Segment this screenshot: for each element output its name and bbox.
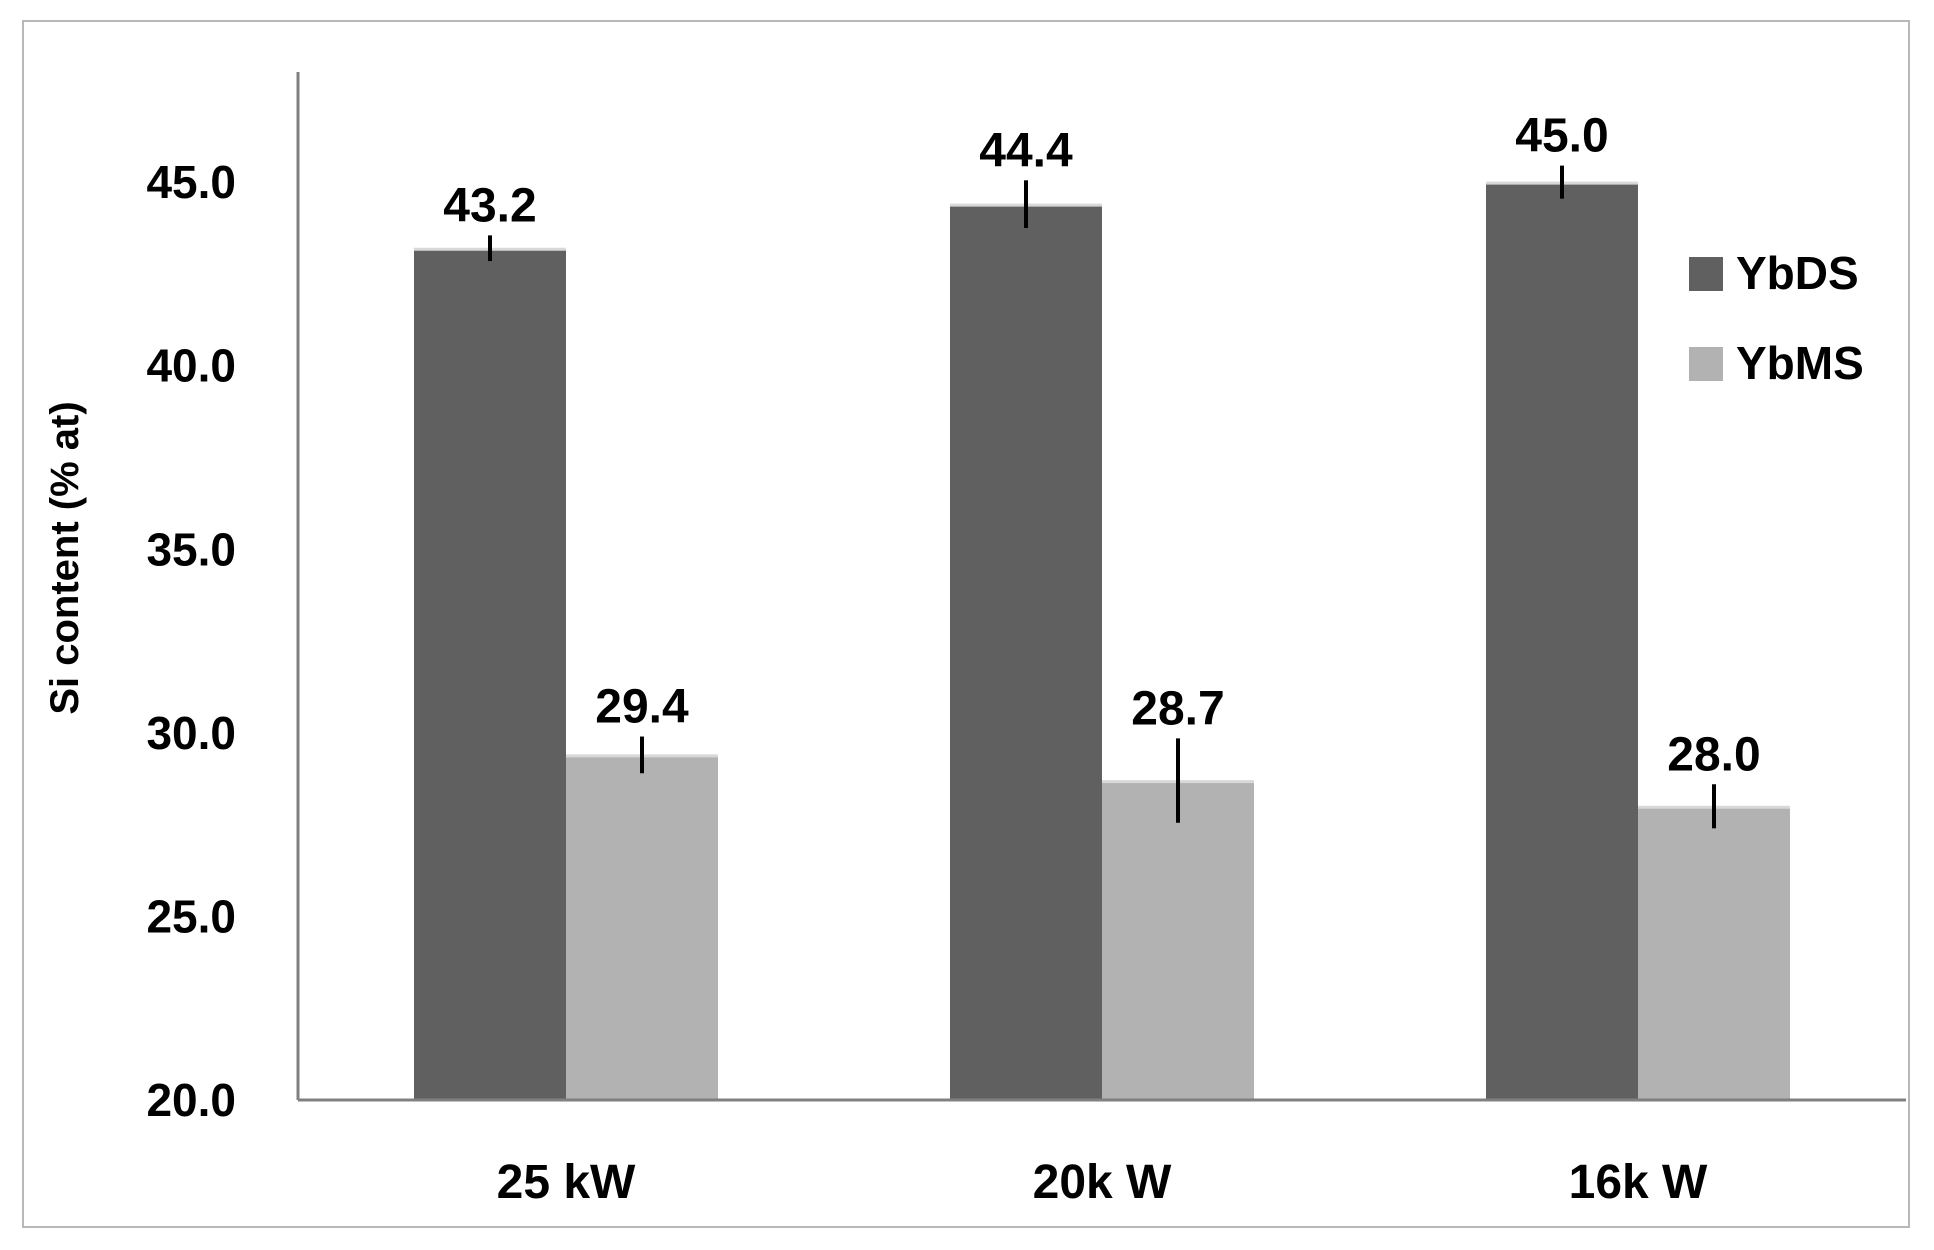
legend: YbDS YbMS (1689, 247, 1864, 389)
bar-ybds (1486, 182, 1638, 1101)
y-tick-label: 40.0 (146, 340, 236, 392)
x-tick-labels: 25 kW 20k W 16k W (497, 1156, 1708, 1209)
legend-swatch-ybms (1689, 347, 1723, 381)
bar-ybms (1638, 806, 1790, 1100)
y-tick-label: 35.0 (146, 523, 236, 575)
y-tick-label: 30.0 (146, 707, 236, 759)
y-tick-label: 45.0 (146, 156, 236, 208)
bar-ybms (1102, 780, 1254, 1100)
y-tick-labels: 20.0 25.0 30.0 35.0 40.0 45.0 (146, 156, 236, 1126)
x-tick-label: 20k W (1033, 1156, 1172, 1209)
legend-label: YbMS (1736, 337, 1864, 389)
x-tick-label: 25 kW (497, 1156, 636, 1209)
bars-group (414, 181, 1790, 1101)
error-bars-group (488, 165, 1716, 829)
data-label: 45.0 (1515, 110, 1608, 163)
bar-ybds (950, 204, 1102, 1100)
data-label: 44.4 (979, 124, 1073, 177)
data-labels-group: 43.2 29.4 44.4 28.7 45.0 28.0 (443, 110, 1760, 782)
y-tick-label: 20.0 (146, 1074, 236, 1126)
data-label: 29.4 (595, 681, 689, 734)
data-label: 43.2 (443, 179, 536, 232)
y-tick-label: 25.0 (146, 890, 236, 942)
bar-ybds (414, 248, 566, 1100)
data-label: 28.7 (1131, 682, 1224, 735)
y-axis-title: Si content (% at) (43, 401, 87, 714)
x-tick-label: 16k W (1569, 1156, 1708, 1209)
data-label: 28.0 (1667, 728, 1760, 781)
legend-label: YbDS (1736, 247, 1859, 299)
bar-ybms (566, 754, 718, 1100)
legend-swatch-ybds (1689, 257, 1723, 291)
